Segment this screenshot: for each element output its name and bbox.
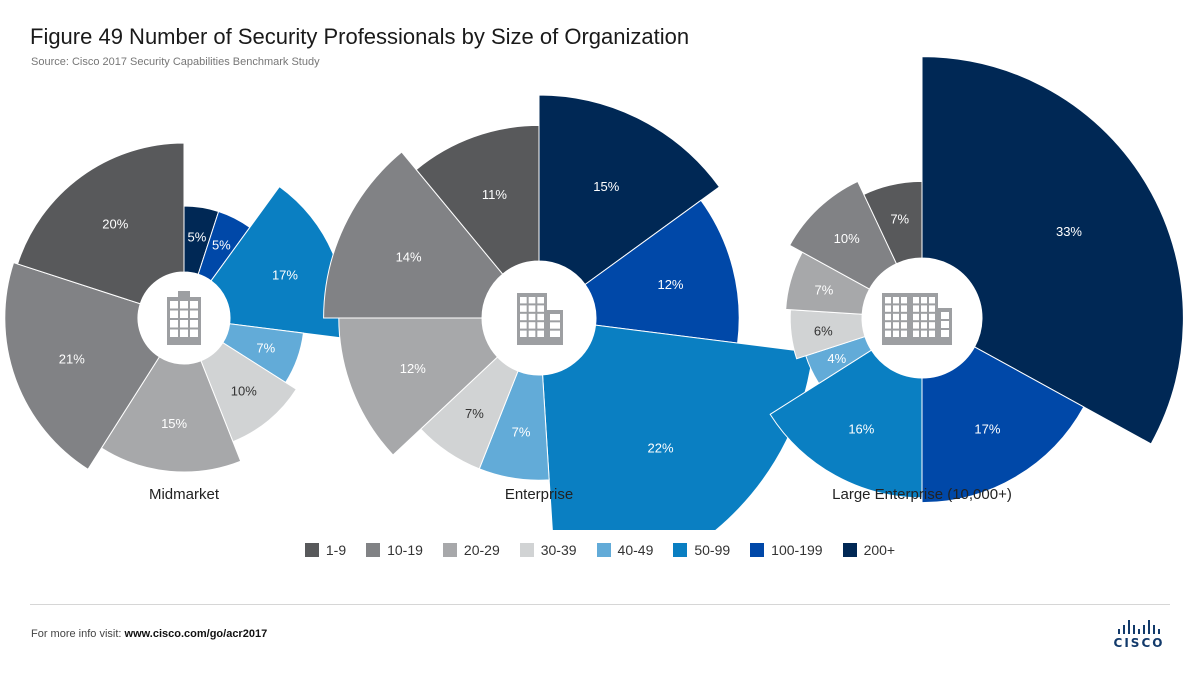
footer-link[interactable]: www.cisco.com/go/acr2017 <box>124 628 268 640</box>
legend-item: 40-49 <box>596 542 654 558</box>
data-label: 11% <box>482 187 507 202</box>
legend-item: 1-9 <box>304 542 347 558</box>
data-label: 20% <box>102 216 128 231</box>
page-title: Figure 49 Number of Security Professiona… <box>30 24 690 49</box>
data-label: 4% <box>827 351 846 366</box>
data-label: 16% <box>848 421 874 436</box>
legend-label: 200+ <box>863 542 896 558</box>
donut-chart: 33% 17% 16% 4% 6% 7% 10% 7% Large Enterprise (10… <box>769 56 1184 504</box>
data-label: 7% <box>512 424 531 439</box>
donut-chart: 5% 5% 17% 7% 10% 15% 21% 20% Midmarket <box>4 142 347 503</box>
charts-area: 5% 5% 17% 7% 10% 15% 21% 20% Midmarket 15% 12% 22% 7… <box>4 56 1184 530</box>
legend-item: 200+ <box>842 542 896 558</box>
legend-swatch <box>596 543 611 557</box>
data-label: 7% <box>256 340 275 355</box>
data-label: 21% <box>59 351 85 366</box>
legend-item: 50-99 <box>673 542 730 558</box>
legend-swatch <box>366 543 381 557</box>
legend-label: 30-39 <box>540 542 577 558</box>
legend-swatch <box>442 543 457 557</box>
data-label: 7% <box>815 283 834 298</box>
data-label: 12% <box>400 361 426 376</box>
office-buildings-icon <box>882 293 952 345</box>
cisco-bridge-icon <box>1112 620 1166 634</box>
data-label: 5% <box>187 230 206 245</box>
legend-item: 100-199 <box>750 542 823 558</box>
data-label: 17% <box>272 267 298 282</box>
data-label: 22% <box>648 440 674 455</box>
legend-label: 10-19 <box>387 542 423 558</box>
legend: 1-9 10-19 20-29 30-39 40-49 50-99 100-199 200+ <box>0 542 1200 558</box>
data-label: 33% <box>1056 224 1082 239</box>
legend-swatch <box>304 543 319 557</box>
legend-swatch <box>842 543 857 557</box>
pie-slice <box>863 180 923 265</box>
data-label: 15% <box>593 179 619 194</box>
legend-item: 30-39 <box>519 542 577 558</box>
chart-name: Enterprise <box>505 486 573 503</box>
data-label: 14% <box>396 250 422 265</box>
building-icon <box>167 291 201 345</box>
data-label: 10% <box>231 383 257 398</box>
data-label: 15% <box>161 416 187 431</box>
footer-prefix: For more info visit: <box>31 628 125 640</box>
data-label: 7% <box>890 211 909 226</box>
legend-item: 10-19 <box>366 542 423 558</box>
data-label: 5% <box>212 238 231 253</box>
legend-swatch <box>673 543 688 557</box>
data-label: 12% <box>657 277 683 292</box>
building-icon <box>517 293 563 345</box>
chart-name: Large Enterprise (10,000+) <box>832 486 1012 503</box>
source-note: Source: Cisco 2017 Security Capabilities… <box>31 56 320 68</box>
pie-slice <box>542 324 814 530</box>
data-label: 10% <box>834 231 860 246</box>
footer: For more info visit: www.cisco.com/go/ac… <box>31 628 267 640</box>
legend-label: 100-199 <box>771 542 823 558</box>
chart-name: Midmarket <box>149 486 220 503</box>
data-label: 17% <box>974 422 1000 437</box>
legend-item: 20-29 <box>442 542 500 558</box>
cisco-logo-text: CISCO <box>1113 636 1165 650</box>
legend-label: 50-99 <box>694 542 731 558</box>
legend-label: 1-9 <box>325 542 347 558</box>
data-label: 6% <box>814 323 833 338</box>
legend-swatch <box>519 543 534 557</box>
divider <box>30 604 1170 605</box>
legend-label: 20-29 <box>463 542 500 558</box>
legend-label: 40-49 <box>617 542 654 558</box>
donut-chart: 15% 12% 22% 7% 7% 12% 14% 11% Enterprise <box>323 94 814 530</box>
data-label: 7% <box>465 406 484 421</box>
cisco-logo: CISCO <box>1112 620 1166 652</box>
legend-swatch <box>750 543 765 557</box>
